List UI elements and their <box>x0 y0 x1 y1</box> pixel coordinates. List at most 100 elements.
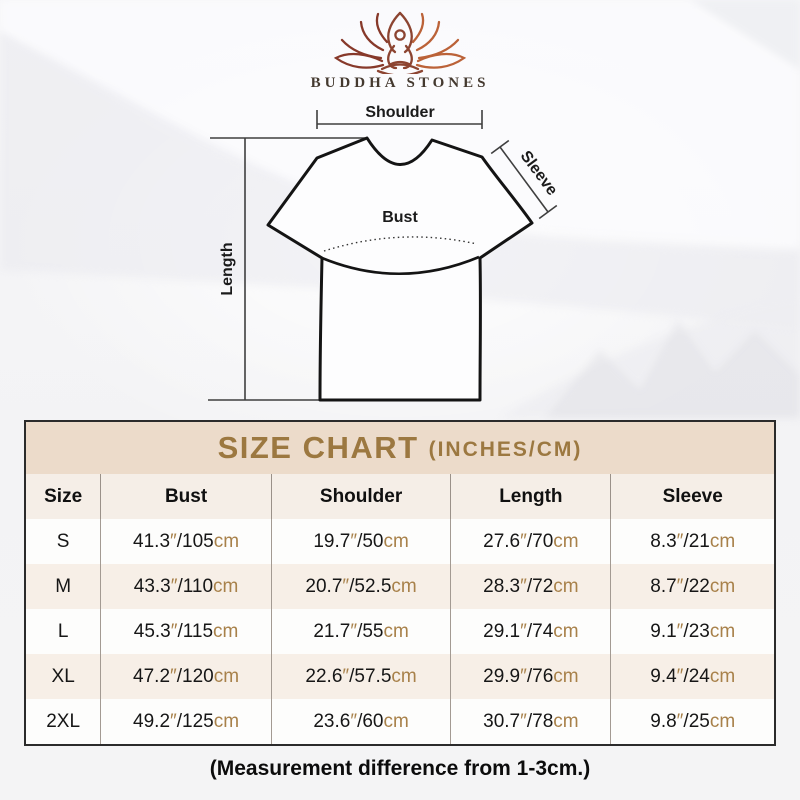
table-row-m: M 43.3″/110cm 20.7″/52.5cm 28.3″/72cm 8.… <box>26 564 774 609</box>
separator: / <box>177 620 183 642</box>
cm-label: cm <box>213 620 239 642</box>
in-value: 29.9 <box>483 665 521 687</box>
in-value: 9.8 <box>650 710 677 732</box>
measurement-note: (Measurement difference from 1-3cm.) <box>209 757 591 780</box>
inch-mark: ″ <box>350 710 358 732</box>
sleeve-cell: 8.7″/22cm <box>610 564 774 609</box>
in-value: 8.7 <box>650 575 677 597</box>
separator: / <box>526 575 533 597</box>
length-cell: 28.3″/72cm <box>450 564 611 609</box>
bust-cell: 49.2″/125cm <box>100 699 272 744</box>
length-label: Length <box>219 242 236 295</box>
cm-label: cm <box>213 665 240 687</box>
in-value: 21.7 <box>313 620 351 642</box>
in-value: 19.7 <box>313 530 351 552</box>
table-row-l: L 45.3″/115cm 21.7″/55cm 29.1″/74cm 9.1″… <box>26 609 774 654</box>
in-value: 28.3 <box>483 575 521 597</box>
cm-value: 57.5 <box>354 665 392 687</box>
cm-label: cm <box>709 575 736 597</box>
length-cell: 29.9″/76cm <box>450 654 611 699</box>
in-value: 43.3 <box>133 575 171 597</box>
shoulder-cell: 21.7″/55cm <box>270 609 451 654</box>
sleeve-cell: 8.3″/21cm <box>610 519 774 564</box>
in-value: 30.7 <box>483 710 521 732</box>
cm-value: 105 <box>182 530 214 552</box>
cm-label: cm <box>709 620 736 642</box>
cm-label: cm <box>553 575 579 597</box>
inch-mark: ″ <box>676 620 684 642</box>
cm-value: 76 <box>532 665 554 687</box>
cm-label: cm <box>383 710 409 732</box>
cm-value: 52.5 <box>354 575 392 597</box>
cm-value: 55 <box>362 620 384 642</box>
table-row-s: S 41.3″/105cm 19.7″/50cm 27.6″/70cm 8.3″… <box>26 519 774 564</box>
size-cell: 2XL <box>46 710 81 732</box>
separator: / <box>683 575 689 597</box>
col-header-sleeve: Sleeve <box>610 474 774 519</box>
inch-mark: ″ <box>676 530 684 552</box>
sleeve-cell: 9.8″/25cm <box>610 699 774 744</box>
inch-mark: ″ <box>170 620 178 642</box>
size-chart-card: SIZE CHART (INCHES/CM) Size Bust Shoulde… <box>24 420 776 746</box>
length-cell: 27.6″/70cm <box>450 519 611 564</box>
inch-mark: ″ <box>676 665 684 687</box>
shoulder-cell: 22.6″/57.5cm <box>270 654 451 699</box>
length-cell: 30.7″/78cm <box>450 699 611 744</box>
separator: / <box>349 575 355 597</box>
col-header-shoulder: Shoulder <box>270 474 451 519</box>
cm-value: 110 <box>182 575 214 597</box>
bust-label: Bust <box>382 209 418 226</box>
in-value: 29.1 <box>483 620 521 642</box>
in-value: 20.7 <box>305 575 343 597</box>
in-value: 9.4 <box>650 665 677 687</box>
brand-header: BUDDHA STONES <box>0 8 800 92</box>
in-value: 27.6 <box>483 530 521 552</box>
inch-mark: ″ <box>676 575 684 597</box>
in-value: 8.3 <box>650 530 677 552</box>
separator: / <box>177 575 183 597</box>
cm-value: 115 <box>182 620 214 642</box>
shoulder-label: Shoulder <box>365 104 434 121</box>
cm-label: cm <box>553 530 579 552</box>
separator: / <box>526 710 533 732</box>
cm-label: cm <box>391 665 417 687</box>
cm-label: cm <box>391 575 417 597</box>
separator: / <box>349 665 355 687</box>
inch-mark: ″ <box>520 620 527 642</box>
shoulder-cell: 20.7″/52.5cm <box>270 564 451 609</box>
cm-value: 60 <box>362 710 384 732</box>
cm-value: 25 <box>688 710 710 732</box>
in-value: 22.6 <box>305 665 343 687</box>
separator: / <box>683 530 689 552</box>
separator: / <box>357 620 363 642</box>
size-table: Size Bust Shoulder Length Sleeve S 41.3″… <box>26 474 774 744</box>
separator: / <box>176 710 183 732</box>
size-chart-title: SIZE CHART <box>217 430 419 465</box>
separator: / <box>526 530 533 552</box>
size-cell: M <box>55 575 72 597</box>
in-value: 49.2 <box>133 710 171 732</box>
inch-mark: ″ <box>170 575 178 597</box>
in-value: 23.6 <box>313 710 351 732</box>
inch-mark: ″ <box>170 665 177 687</box>
length-cell: 29.1″/74cm <box>450 609 611 654</box>
cm-value: 125 <box>182 710 214 732</box>
lotus-logo-icon <box>333 11 467 74</box>
separator: / <box>357 710 363 732</box>
bust-cell: 45.3″/115cm <box>100 609 272 654</box>
separator: / <box>176 665 183 687</box>
separator: / <box>683 665 689 687</box>
bust-cell: 41.3″/105cm <box>100 519 272 564</box>
cm-value: 24 <box>688 665 710 687</box>
col-header-size: Size <box>26 474 101 519</box>
sleeve-cell: 9.4″/24cm <box>610 654 774 699</box>
cm-label: cm <box>383 620 409 642</box>
separator: / <box>526 620 533 642</box>
bust-line-dotted <box>323 236 478 252</box>
inch-mark: ″ <box>350 620 358 642</box>
inch-mark: ″ <box>170 530 177 552</box>
bust-line-solid <box>321 255 480 275</box>
separator: / <box>683 710 689 732</box>
inch-mark: ″ <box>342 575 350 597</box>
inch-mark: ″ <box>350 530 358 552</box>
